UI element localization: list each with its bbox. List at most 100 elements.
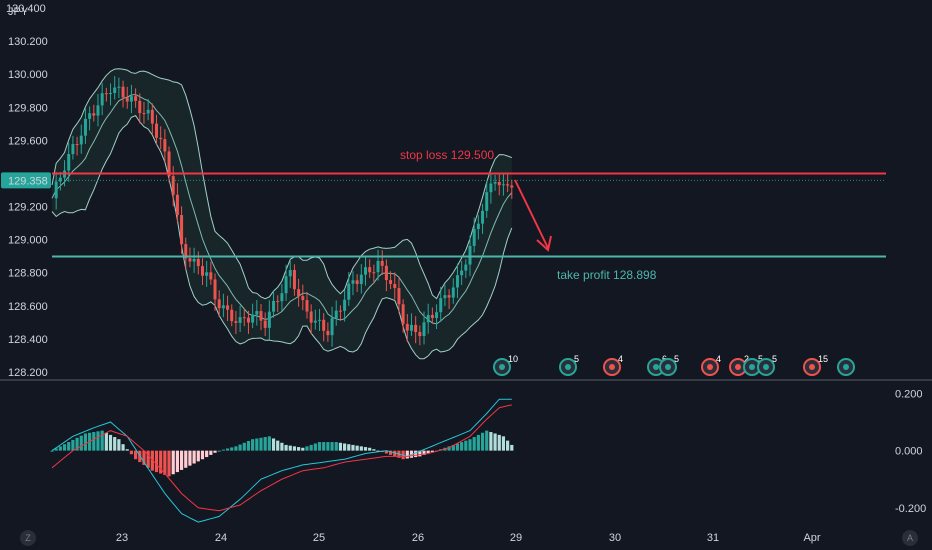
histogram-bar xyxy=(368,447,372,451)
histogram-bar xyxy=(347,444,351,451)
candle-bull xyxy=(117,77,121,99)
time-axis[interactable]: 23 24 25 26 29 30 31 Apr xyxy=(116,532,821,544)
event-markers[interactable]: 105465425515 xyxy=(493,354,855,376)
histogram-bar xyxy=(79,435,83,451)
histogram-bar xyxy=(188,450,192,466)
histogram-bar xyxy=(355,445,359,451)
auto-scale-button[interactable]: A xyxy=(902,530,918,546)
histogram-bar xyxy=(62,444,67,451)
histogram-bar xyxy=(246,440,251,451)
signal-line xyxy=(51,404,512,512)
histogram-bar xyxy=(284,444,288,451)
svg-text:129.358: 129.358 xyxy=(8,175,48,187)
histogram-bar xyxy=(96,431,100,451)
news-event-icon[interactable]: 5 xyxy=(757,354,777,376)
candle-bull xyxy=(359,264,363,294)
candle-bear xyxy=(75,136,79,156)
candle-bear xyxy=(380,250,384,276)
news-event-icon[interactable]: 5 xyxy=(743,354,763,376)
macd-line xyxy=(51,398,512,523)
time-tick-label: 23 xyxy=(116,532,128,544)
candle-bull xyxy=(435,304,439,330)
time-tick-label: Apr xyxy=(803,532,820,544)
histogram-bar xyxy=(205,450,209,458)
candle-bear xyxy=(292,264,296,296)
candle-bear xyxy=(301,284,305,311)
candle-bull xyxy=(83,107,87,144)
earnings-event-icon[interactable]: 15 xyxy=(803,354,828,376)
candle-bull xyxy=(284,264,288,301)
news-event-icon[interactable]: 5 xyxy=(659,354,679,376)
candle-bear xyxy=(150,103,154,136)
candle-bear xyxy=(297,278,301,307)
histogram-bar xyxy=(271,438,276,451)
candle-bear xyxy=(230,304,234,327)
candle-bull xyxy=(54,172,58,210)
candlestick-series xyxy=(54,75,514,347)
histogram-bar xyxy=(217,450,221,452)
candle-bear xyxy=(510,179,514,200)
indicator-channel-fill xyxy=(52,68,512,359)
candle-bear xyxy=(276,295,280,313)
price-tick-label: 130.000 xyxy=(8,69,48,81)
news-event-icon[interactable] xyxy=(837,358,855,376)
stop-loss-label: stop loss 129.500 xyxy=(400,148,494,162)
histogram-bar xyxy=(388,450,393,455)
candle-bear xyxy=(368,259,372,278)
candle-bull xyxy=(460,260,464,286)
earnings-event-icon[interactable]: 4 xyxy=(701,354,721,376)
candle-bull xyxy=(481,203,485,234)
histogram-bar xyxy=(196,450,200,462)
macd-tick-label: 0.000 xyxy=(895,446,923,458)
histogram-bar xyxy=(163,450,167,475)
news-event-icon[interactable]: 5 xyxy=(559,354,579,376)
candle-bull xyxy=(96,93,100,127)
top-tick-label: 130.400 xyxy=(6,3,46,15)
candle-bull xyxy=(351,271,355,296)
candle-bull xyxy=(100,83,104,116)
histogram-bar xyxy=(58,446,62,451)
earnings-event-icon[interactable]: 4 xyxy=(603,354,623,376)
histogram-bar xyxy=(108,434,113,451)
candle-bear xyxy=(305,291,309,319)
candle-bull xyxy=(364,255,367,286)
candle-bull xyxy=(334,300,338,326)
histogram-bar xyxy=(230,447,234,451)
candle-bear xyxy=(372,264,376,284)
time-tick-label: 29 xyxy=(510,532,522,544)
candle-bull xyxy=(376,249,380,281)
candle-bear xyxy=(200,258,204,286)
candle-bull xyxy=(347,272,351,306)
candle-bear xyxy=(447,289,451,310)
histogram-bar xyxy=(179,450,184,470)
histogram-bar xyxy=(497,434,501,451)
price-axis[interactable]: 130.200 130.000 129.800 129.600 129.200 129.0… xyxy=(8,36,48,379)
histogram-bar xyxy=(359,446,363,451)
candle-bull xyxy=(67,142,71,182)
candle-bull xyxy=(58,171,62,191)
histogram-bar xyxy=(351,444,355,451)
candle-bear xyxy=(184,237,188,270)
candle-bear xyxy=(326,322,330,342)
candle-bull xyxy=(451,278,455,304)
zoom-toggle-button[interactable]: Z xyxy=(20,530,36,546)
histogram-bar xyxy=(83,433,88,451)
candle-bull xyxy=(476,215,480,240)
take-profit-label: take profit 128.898 xyxy=(557,268,657,282)
histogram-bar xyxy=(255,438,259,451)
price-tick-label: 128.600 xyxy=(8,301,48,313)
candle-bear xyxy=(92,104,96,122)
candle-bull xyxy=(313,309,317,330)
candle-bear xyxy=(180,206,184,254)
histogram-bar xyxy=(464,440,468,451)
histogram-bar xyxy=(313,443,317,451)
histogram-bar xyxy=(184,450,188,468)
macd-axis[interactable]: 0.200 0.000 -0.200 xyxy=(895,388,926,514)
candle-bear xyxy=(175,183,179,223)
histogram-bar xyxy=(297,447,301,451)
histogram-bar xyxy=(485,430,489,451)
histogram-bar xyxy=(414,450,418,458)
news-event-icon[interactable]: 10 xyxy=(493,354,518,376)
candle-bear xyxy=(242,308,246,327)
